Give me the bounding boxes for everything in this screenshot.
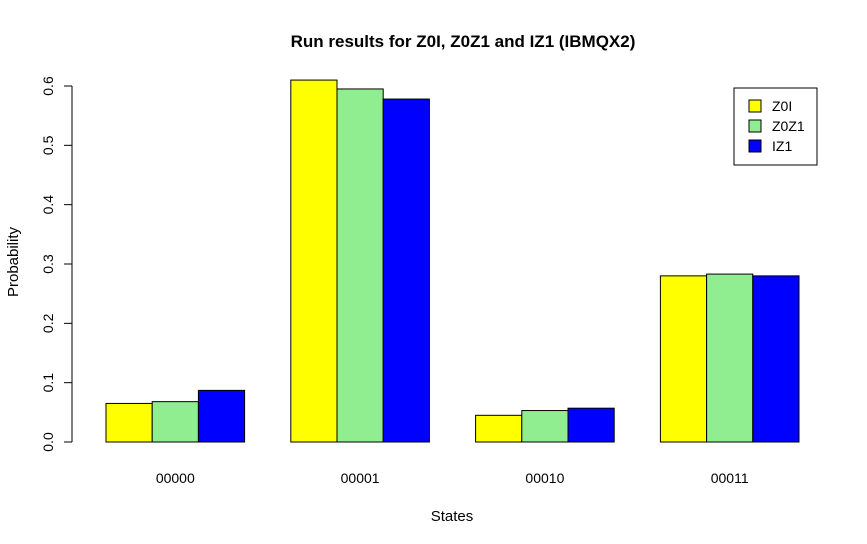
bar-z0z1-00011 xyxy=(706,273,754,443)
bar-iz1-00010 xyxy=(567,407,615,443)
bar-z0i-00010 xyxy=(475,414,523,443)
bar-z0z1-00010 xyxy=(521,410,569,443)
bar-z0i-00000 xyxy=(105,402,153,443)
bars xyxy=(105,79,800,443)
y-tick-label: 0.2 xyxy=(40,313,56,333)
legend-label-z0i: Z0I xyxy=(772,98,792,114)
chart-title: Run results for Z0I, Z0Z1 and IZ1 (IBMQX… xyxy=(291,32,636,51)
x-tick-label: 00000 xyxy=(156,470,195,486)
bar-iz1-00001 xyxy=(382,98,430,443)
bar-z0z1-00000 xyxy=(151,401,199,443)
bar-z0i-00001 xyxy=(290,79,338,443)
bar-iz1-00000 xyxy=(197,389,246,443)
x-tick-label: 00001 xyxy=(341,470,380,486)
y-tick-label: 0.5 xyxy=(40,135,56,155)
legend-swatch-iz1 xyxy=(748,139,762,153)
y-tick-label: 0.0 xyxy=(40,432,56,452)
y-axis-label: Probability xyxy=(5,226,22,297)
legend-label-iz1: IZ1 xyxy=(772,138,792,154)
y-tick-label: 0.4 xyxy=(40,195,56,215)
legend-swatch-z0i xyxy=(748,99,762,113)
y-ticks: 0.0 0.1 0.2 0.3 0.4 0.5 0.6 xyxy=(40,76,72,452)
legend-box xyxy=(733,87,818,166)
legend: Z0I Z0Z1 IZ1 xyxy=(733,87,818,166)
legend-swatch-z0z1 xyxy=(748,119,762,133)
bar-z0i-00011 xyxy=(659,275,708,443)
y-tick-label: 0.3 xyxy=(40,254,56,274)
x-tick-label: 00011 xyxy=(711,470,749,486)
x-tick-label: 00010 xyxy=(525,470,564,486)
bar-z0z1-00001 xyxy=(336,88,384,443)
x-axis-label: States xyxy=(431,508,474,525)
x-tick-labels: 00000 00001 00010 00011 xyxy=(156,470,749,486)
bar-iz1-00011 xyxy=(752,275,800,443)
y-tick-label: 0.6 xyxy=(40,76,56,96)
y-tick-label: 0.1 xyxy=(40,373,56,393)
legend-label-z0z1: Z0Z1 xyxy=(772,118,805,134)
